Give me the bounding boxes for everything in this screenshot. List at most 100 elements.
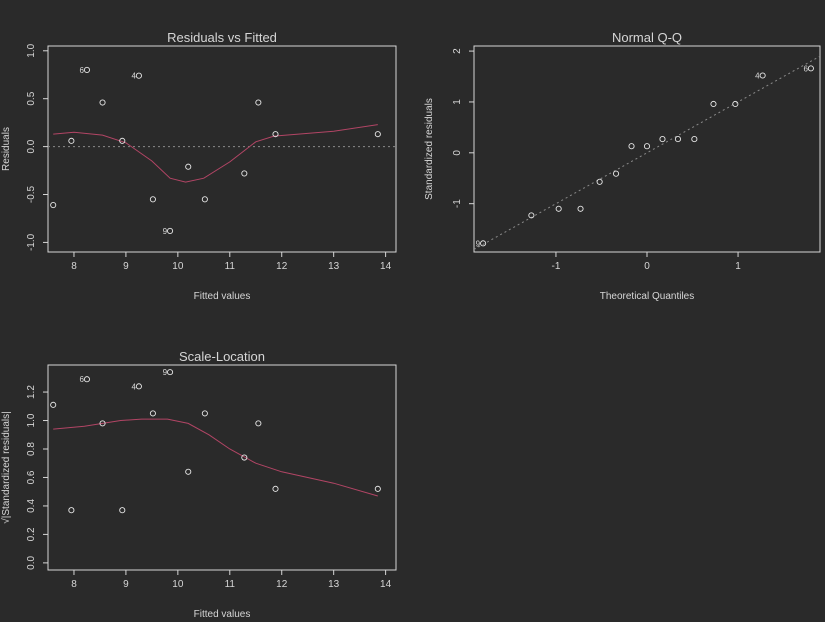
x-tick-label: 12 <box>276 579 288 590</box>
x-axis-label: Fitted values <box>194 609 251 620</box>
y-tick-label: -1 <box>452 199 463 208</box>
x-tick-label: 8 <box>71 261 77 272</box>
data-point <box>119 137 126 144</box>
panel-3: Scale-Location Fitted values √|Standardize… <box>0 349 397 620</box>
data-point <box>374 131 381 138</box>
panel-title: Scale-Location <box>179 349 265 364</box>
x-tick-label: 14 <box>380 579 392 590</box>
panel-title: Residuals vs Fitted <box>167 30 277 45</box>
data-point <box>732 100 739 108</box>
x-axis-label: Theoretical Quantiles <box>600 291 695 302</box>
y-tick-label: 1.0 <box>26 413 37 427</box>
data-point <box>659 136 666 143</box>
x-tick-label: 13 <box>328 579 340 590</box>
data-point <box>50 202 57 209</box>
data-point <box>119 507 126 514</box>
point-label: 9 <box>476 239 481 248</box>
data-point <box>528 212 535 219</box>
data-point <box>480 240 487 247</box>
y-tick-label: 0.4 <box>26 499 37 513</box>
data-point <box>135 72 142 79</box>
y-tick-label: 0.0 <box>26 555 37 569</box>
data-point <box>643 143 651 150</box>
qq-reference-line <box>474 55 820 250</box>
data-point <box>185 468 192 475</box>
y-tick-label: -0.5 <box>26 185 37 203</box>
y-tick-label: 1.0 <box>26 43 37 57</box>
data-point <box>241 454 248 461</box>
smoother-line <box>53 418 378 497</box>
x-tick-label: 8 <box>71 579 77 590</box>
x-tick-label: 11 <box>225 579 236 590</box>
data-point <box>577 205 584 212</box>
point-label: 4 <box>755 72 760 81</box>
y-tick-label: 1 <box>452 99 463 105</box>
data-point <box>68 507 75 514</box>
data-point <box>674 136 682 143</box>
y-tick-label: -1.0 <box>26 233 37 251</box>
data-point <box>710 100 717 108</box>
data-point <box>691 136 698 143</box>
y-tick-label: 0.8 <box>26 442 37 456</box>
x-tick-label: 11 <box>225 261 236 272</box>
data-point <box>759 72 766 79</box>
y-tick-label: 0.5 <box>26 91 37 105</box>
data-point <box>167 369 174 376</box>
y-axis-label: √|Standardized residuals| <box>0 411 12 523</box>
point-label: 9 <box>163 368 168 377</box>
data-point <box>99 420 106 427</box>
y-tick-label: 0.2 <box>26 527 37 541</box>
x-tick-label: 0 <box>644 261 650 272</box>
x-axis-label: Fitted values <box>194 291 251 302</box>
x-tick-label: 1 <box>735 261 741 272</box>
x-tick-label: 10 <box>172 261 184 272</box>
point-label: 4 <box>131 72 136 81</box>
data-point <box>807 65 814 72</box>
data-point <box>628 143 635 150</box>
point-label: 6 <box>803 64 808 73</box>
data-point <box>255 420 262 427</box>
data-point <box>99 99 106 106</box>
data-point <box>135 383 142 390</box>
data-point <box>596 178 603 185</box>
data-point <box>255 99 262 106</box>
y-tick-label: 0.6 <box>26 470 37 484</box>
data-point <box>50 401 57 408</box>
x-tick-label: 10 <box>172 579 184 590</box>
data-point <box>272 485 279 492</box>
data-point <box>201 410 208 417</box>
data-point <box>83 376 91 383</box>
panel-2: Normal Q-Q Theoretical Quantiles Standardi… <box>424 30 821 302</box>
plot-frame <box>47 45 397 253</box>
x-tick-label: 13 <box>328 261 340 272</box>
data-point <box>241 170 248 177</box>
y-tick-label: 2 <box>452 48 463 54</box>
data-point <box>68 137 75 144</box>
data-point <box>272 131 279 138</box>
panel-1: Residuals vs Fitted Fitted values Residual… <box>1 30 397 302</box>
y-tick-label: 1.2 <box>26 385 37 399</box>
point-label: 6 <box>80 375 85 384</box>
data-point <box>555 205 562 212</box>
point-label: 9 <box>163 227 168 236</box>
data-point <box>201 196 208 203</box>
data-point <box>149 410 156 417</box>
x-tick-label: 12 <box>276 261 288 272</box>
x-tick-label: 9 <box>123 261 129 272</box>
y-tick-label: 0 <box>452 150 463 156</box>
data-point <box>612 170 620 177</box>
y-tick-label: 0.0 <box>26 139 37 153</box>
y-axis-label: Residuals <box>1 127 12 171</box>
data-point <box>167 227 174 234</box>
data-point <box>149 196 156 203</box>
data-point <box>374 485 381 492</box>
point-label: 6 <box>80 66 85 75</box>
x-tick-label: 9 <box>123 579 129 590</box>
data-point <box>185 163 192 170</box>
y-axis-label: Standardized residuals <box>424 98 435 200</box>
point-label: 4 <box>131 382 136 391</box>
panel-title: Normal Q-Q <box>612 30 682 45</box>
data-point <box>83 66 91 74</box>
